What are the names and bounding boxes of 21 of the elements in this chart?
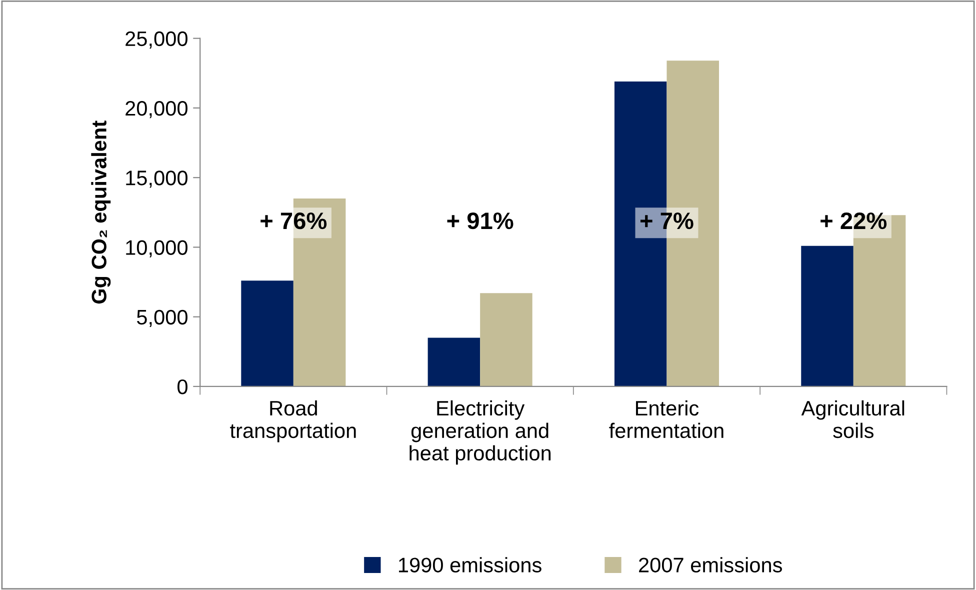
legend-label: 1990 emissions [398,557,542,572]
x-tick-label: Enteric fermentation [609,400,724,438]
bar [428,338,480,386]
annotation: + 7% [640,212,694,230]
y-tick-label: 5,000 [136,310,188,328]
y-tick-label: 10,000 [126,240,188,258]
y-tick-label: 20,000 [126,100,188,118]
y-tick-label: 15,000 [126,170,188,188]
annotation: + 76% [260,212,327,230]
annotation: + 22% [820,212,887,230]
bar [241,280,294,386]
x-tick-label: Road transportation [230,400,356,442]
y-tick-label: 0 [178,379,188,394]
y-tick-label: 25,000 [126,31,188,49]
legend-label: 2007 emissions [639,557,782,572]
x-tick-label: Agricultural soils [801,400,904,438]
y-axis-title: Gg CO₂ equivalent [91,120,111,304]
x-tick-label: Electricity generation and heat production [410,400,551,465]
bar [801,246,854,386]
annotation: + 91% [447,212,514,230]
bar [480,293,532,386]
